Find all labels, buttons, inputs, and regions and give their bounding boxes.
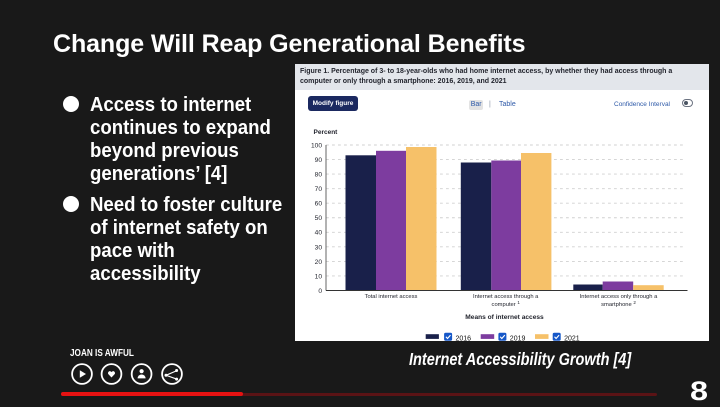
svg-text:2016: 2016 [455,334,471,340]
svg-text:2019: 2019 [509,334,525,340]
svg-text:60: 60 [314,200,322,207]
svg-text:10: 10 [314,272,322,279]
svg-text:40: 40 [314,229,322,236]
svg-text:100: 100 [310,141,321,148]
svg-text:computer 1: computer 1 [491,299,520,307]
svg-text:90: 90 [314,156,322,163]
svg-text:30: 30 [314,243,322,250]
svg-text:Internet access only through a: Internet access only through a [579,293,657,299]
svg-text:Means of internet access: Means of internet access [465,313,544,320]
svg-text:Total internet access: Total internet access [364,293,417,299]
svg-text:smartphone 2: smartphone 2 [601,299,636,307]
svg-text:70: 70 [314,185,322,192]
svg-text:0: 0 [318,287,322,294]
svg-text:2021: 2021 [564,334,580,340]
svg-text:Percent: Percent [313,128,338,135]
svg-text:Internet access through a: Internet access through a [472,293,538,299]
svg-text:20: 20 [314,258,322,265]
svg-text:80: 80 [314,171,322,178]
svg-text:50: 50 [314,214,322,221]
